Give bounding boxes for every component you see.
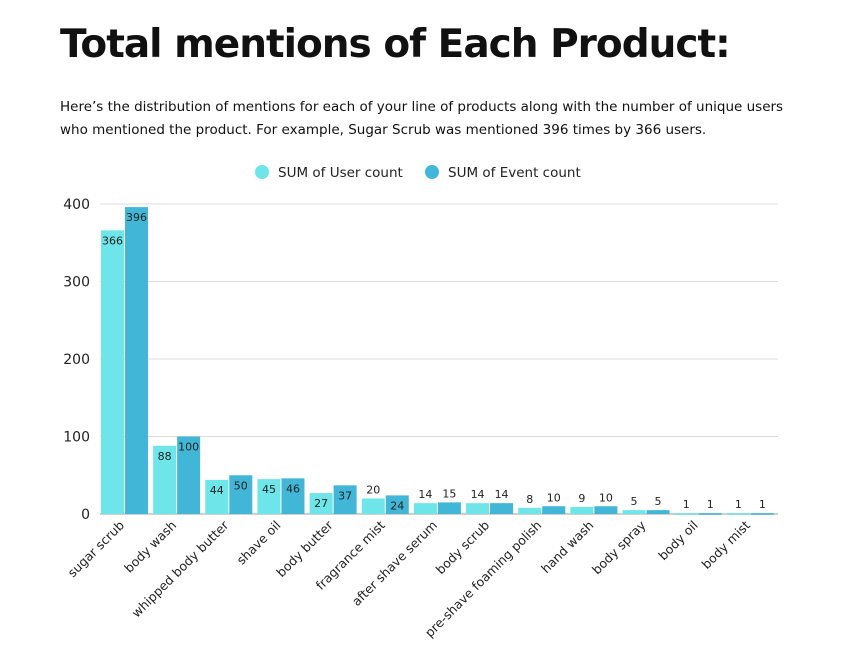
y-tick-label: 200 (63, 352, 90, 368)
bar-user-count (153, 445, 177, 514)
bar-event-count (698, 513, 722, 515)
bar-event-count (281, 478, 305, 514)
bar-event-count (750, 513, 774, 515)
bar-user-count (466, 503, 490, 514)
data-label: 14 (471, 488, 485, 501)
legend-label: SUM of Event count (448, 165, 581, 181)
data-label: 15 (442, 487, 456, 500)
data-label: 366 (102, 234, 123, 247)
data-label: 100 (178, 441, 199, 454)
x-tick-label: body mist (699, 517, 753, 571)
bar-event-count (229, 475, 253, 514)
data-label: 14 (495, 488, 509, 501)
data-label: 14 (418, 488, 432, 501)
data-label: 5 (631, 495, 638, 508)
data-label: 10 (599, 491, 613, 504)
legend-marker (255, 165, 269, 179)
bar-event-count (177, 436, 201, 514)
legend-label: SUM of User count (278, 165, 403, 181)
data-label: 9 (578, 492, 585, 505)
data-label: 37 (338, 489, 352, 502)
bar-user-count (726, 513, 750, 515)
bar-user-count (101, 230, 124, 514)
description: Here’s the distribution of mentions for … (60, 99, 784, 138)
y-tick-label: 300 (63, 275, 90, 291)
y-tick-label: 400 (63, 197, 90, 213)
legend-marker (425, 165, 439, 179)
data-label: 8 (526, 493, 533, 506)
data-label: 20 (366, 484, 380, 497)
bar-event-count (385, 495, 409, 514)
bar-event-count (125, 207, 148, 514)
data-label: 1 (735, 498, 742, 511)
data-label: 10 (547, 491, 561, 504)
bar-event-count (333, 485, 357, 514)
data-label: 27 (314, 497, 328, 510)
bar-event-count (594, 506, 618, 514)
data-label: 45 (262, 483, 276, 496)
bar-user-count (413, 503, 437, 514)
bar-event-count (437, 502, 461, 514)
bar-user-count (570, 507, 594, 514)
data-label: 24 (390, 499, 404, 512)
data-label: 46 (286, 482, 300, 495)
x-tick-label: body spray (589, 517, 649, 577)
data-label: 5 (655, 495, 662, 508)
page-title: Total mentions of Each Product: (60, 22, 731, 67)
y-tick-label: 100 (63, 430, 90, 446)
bar-event-count (646, 510, 670, 514)
bar-user-count (205, 479, 229, 514)
bar-user-count (622, 510, 646, 514)
x-tick-label: hand wash (538, 518, 597, 577)
y-tick-label: 0 (81, 507, 90, 523)
bar-event-count (490, 503, 514, 514)
bar-user-count (361, 498, 385, 514)
data-label: 396 (126, 211, 147, 224)
x-tick-label: shave oil (234, 518, 284, 568)
bar-user-count (674, 513, 698, 515)
data-label: 44 (210, 484, 224, 497)
x-tick-label: whipped body butter (129, 517, 232, 620)
bar-user-count (257, 479, 281, 514)
bar-user-count (518, 507, 542, 514)
x-tick-label: body oil (655, 518, 701, 564)
data-label: 1 (707, 498, 714, 511)
data-label: 1 (759, 498, 766, 511)
x-tick-label: sugar scrub (65, 517, 128, 580)
data-label: 88 (158, 450, 172, 463)
data-label: 50 (234, 479, 248, 492)
bar-event-count (542, 506, 566, 514)
data-label: 1 (683, 498, 690, 511)
bar-user-count (309, 493, 333, 514)
